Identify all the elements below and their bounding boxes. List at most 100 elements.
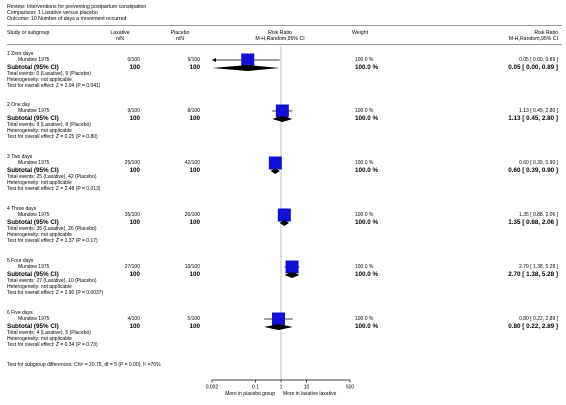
x-tick-label: 500 [346,385,355,391]
subtotal-laxative: 100 [129,64,140,71]
placebo-events: 8/100 [187,108,200,114]
col-placebo-header: Placebo [170,30,190,36]
study-effect-box [241,53,255,67]
subgroup-title: 2 One day [7,102,31,108]
subtotal-laxative: 100 [129,167,140,174]
study-weight: 100.0 % [355,160,374,166]
study-ci: 0.80 [ 0.22, 2.89 ] [519,316,558,322]
heterogeneity: Heterogeneity: not applicable [7,128,72,134]
study-ci: 1.35 [ 0.88, 2.06 ] [519,212,558,218]
subgroup-title: 4 Three days [7,206,37,212]
subtotal-label: Subtotal (95% CI) [7,271,59,278]
subtotal-diamond [270,168,280,174]
subtotal-diamond [212,65,280,71]
total-events: Total events: 35 (Laxative), 26 (Placebo… [7,226,97,232]
overall-effect: Test for overall effect: Z = 2.90 (P = 0… [7,290,104,296]
col-riskratio2-sub: M-H,Random,95% CI [508,36,558,42]
study-weight: 100.0 % [355,264,374,270]
subtotal-weight: 100.0 % [355,271,379,278]
col-laxative-sub: n/N [115,36,125,42]
study-effect-box [272,312,286,326]
placebo-events: 10/100 [184,264,200,270]
study-effect-box [285,260,299,274]
subtotal-ci: 0.05 [ 0.00, 0.89 ] [508,64,558,71]
study-name: Mundow 1975 [18,316,50,322]
col-study-header: Study or subgroup [7,30,50,36]
subtotal-label: Subtotal (95% CI) [7,64,59,71]
study-name: Mundow 1975 [18,57,50,63]
subtotal-placebo: 100 [189,271,200,278]
col-placebo-sub: n/N [175,36,185,42]
subtotal-label: Subtotal (95% CI) [7,167,59,174]
subtotal-laxative: 100 [129,219,140,226]
subtotal-laxative: 100 [129,115,140,122]
placebo-events: 9/100 [187,57,200,63]
subtotal-diamond [272,116,293,122]
subtotal-diamond [284,272,300,278]
header-top-rule [7,25,562,26]
overall-effect: Test for overall effect: Z = 2.04 (P = 0… [7,83,101,89]
overall-effect: Test for overall effect: Z = 0.25 (P = 0… [7,134,98,140]
total-events: Total events: 4 (Laxative), 5 (Placebo) [7,330,91,336]
overall-effect: Test for overall effect: Z = 1.37 (P = 0… [7,238,98,244]
review-title: Review: Interventions for preventing pos… [7,4,147,10]
col-laxative-header: Laxative [110,30,130,36]
study-effect-box [275,104,289,118]
total-events: Total events: 27 (Laxative), 10 (Placebo… [7,278,97,284]
subtotal-laxative: 100 [129,323,140,330]
laxative-events: 9/100 [127,108,140,114]
outcome-title: Outcome: 10 Number of days a movement oc… [7,16,127,22]
ci-arrow-left [212,58,216,62]
placebo-events: 5/100 [187,316,200,322]
subtotal-laxative: 100 [129,271,140,278]
heterogeneity: Heterogeneity: not applicable [7,180,72,186]
laxative-events: 27/100 [124,264,140,270]
study-name: Mundow 1975 [18,212,50,218]
laxative-events: 25/100 [124,160,140,166]
study-name: Mundow 1975 [18,160,50,166]
study-weight: 100.0 % [355,108,374,114]
subtotal-diamond [264,324,293,330]
subtotal-label: Subtotal (95% CI) [7,115,59,122]
total-events: Total events: 9 (Laxative), 8 (Placebo) [7,122,91,128]
study-weight: 100.0 % [355,57,374,63]
overall-effect: Test for overall effect: Z = 2.48 (P = 0… [7,186,101,192]
total-events: Total events: 25 (Laxative), 42 (Placebo… [7,174,97,180]
subgroup-title: 6 Five days [7,310,33,316]
subgroup-differences-test: Test for subgroup differences: Chi² = 20… [7,362,161,368]
study-ci: 1.13 [ 0.45, 2.80 ] [519,108,558,114]
subtotal-weight: 100.0 % [355,219,379,226]
study-weight: 100.0 % [355,316,374,322]
favours-placebo-label: More in placebo group [225,391,275,397]
heterogeneity: Heterogeneity: not applicable [7,336,72,342]
subgroup-title: 3 Two days [7,154,33,160]
placebo-events: 42/100 [184,160,200,166]
laxative-events: 35/100 [124,212,140,218]
overall-effect: Test for overall effect: Z = 0.34 (P = 0… [7,342,98,348]
x-tick-label: 1 [280,385,283,391]
heterogeneity: Heterogeneity: not applicable [7,284,72,290]
favours-laxative-label: More in laxative laxative [283,391,337,397]
subtotal-weight: 100.0 % [355,167,379,174]
col-riskratio2-header: Risk Ratio [534,30,558,36]
total-events: Total events: 0 (Laxative), 9 (Placebo) [7,71,91,77]
x-tick-label: 10 [304,385,310,391]
subtotal-placebo: 100 [189,219,200,226]
heterogeneity: Heterogeneity: not applicable [7,232,72,238]
x-tick-label: 0.002 [206,385,219,391]
col-weight-header: Weight [351,30,369,36]
heterogeneity: Heterogeneity: not applicable [7,77,72,83]
subtotal-placebo: 100 [189,167,200,174]
placebo-events: 26/100 [184,212,200,218]
subtotal-ci: 1.35 [ 0.88, 2.06 ] [508,219,558,226]
x-tick-label: 0.1 [252,385,259,391]
study-weight: 100.0 % [355,212,374,218]
subgroup-title: 1 Zero days [7,51,34,57]
study-effect-box [277,208,291,222]
subtotal-ci: 1.13 [ 0.45, 2.80 ] [508,115,558,122]
subtotal-ci: 0.60 [ 0.39, 0.90 ] [508,167,558,174]
subtotal-weight: 100.0 % [355,64,379,71]
comparison-title: Comparison: 1 Laxative versus placebo [7,10,98,16]
subgroup-title: 5 Four days [7,258,34,264]
